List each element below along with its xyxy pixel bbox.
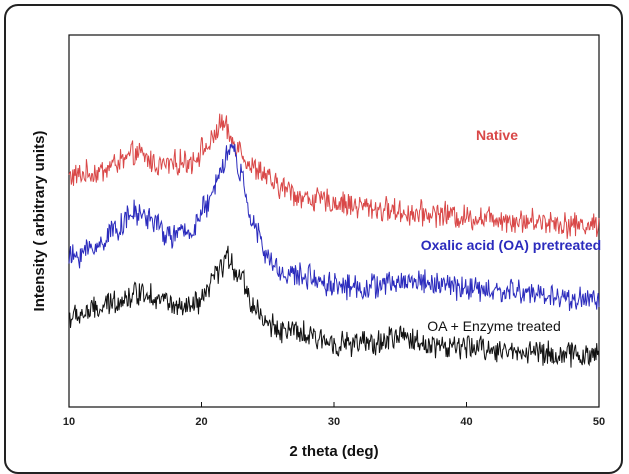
x-axis-ticks: 10 20 30 40 50 (63, 402, 605, 428)
series-labels: Native Oxalic acid (OA) pretreated OA + En… (421, 127, 602, 334)
series-line-0 (68, 113, 600, 239)
x-tick-label-4: 50 (593, 416, 605, 428)
x-tick-label-0: 10 (63, 416, 75, 428)
series-line-1 (68, 142, 600, 311)
x-tick-label-3: 40 (460, 416, 472, 428)
x-tick-label-2: 30 (328, 416, 340, 428)
series-label-1: Oxalic acid (OA) pretreated (421, 237, 602, 253)
series-line-2 (68, 245, 600, 368)
x-axis-title: 2 theta (deg) (289, 443, 378, 460)
series-label-2: OA + Enzyme treated (427, 318, 560, 334)
y-axis-title: Intensity ( arbitrary units) (31, 131, 48, 312)
series-layer (68, 113, 600, 368)
series-label-0: Native (476, 127, 518, 143)
x-tick-label-1: 20 (195, 416, 207, 428)
xrd-chart: 10 20 30 40 50 Native Oxalic acid (OA) pretre… (31, 34, 605, 460)
